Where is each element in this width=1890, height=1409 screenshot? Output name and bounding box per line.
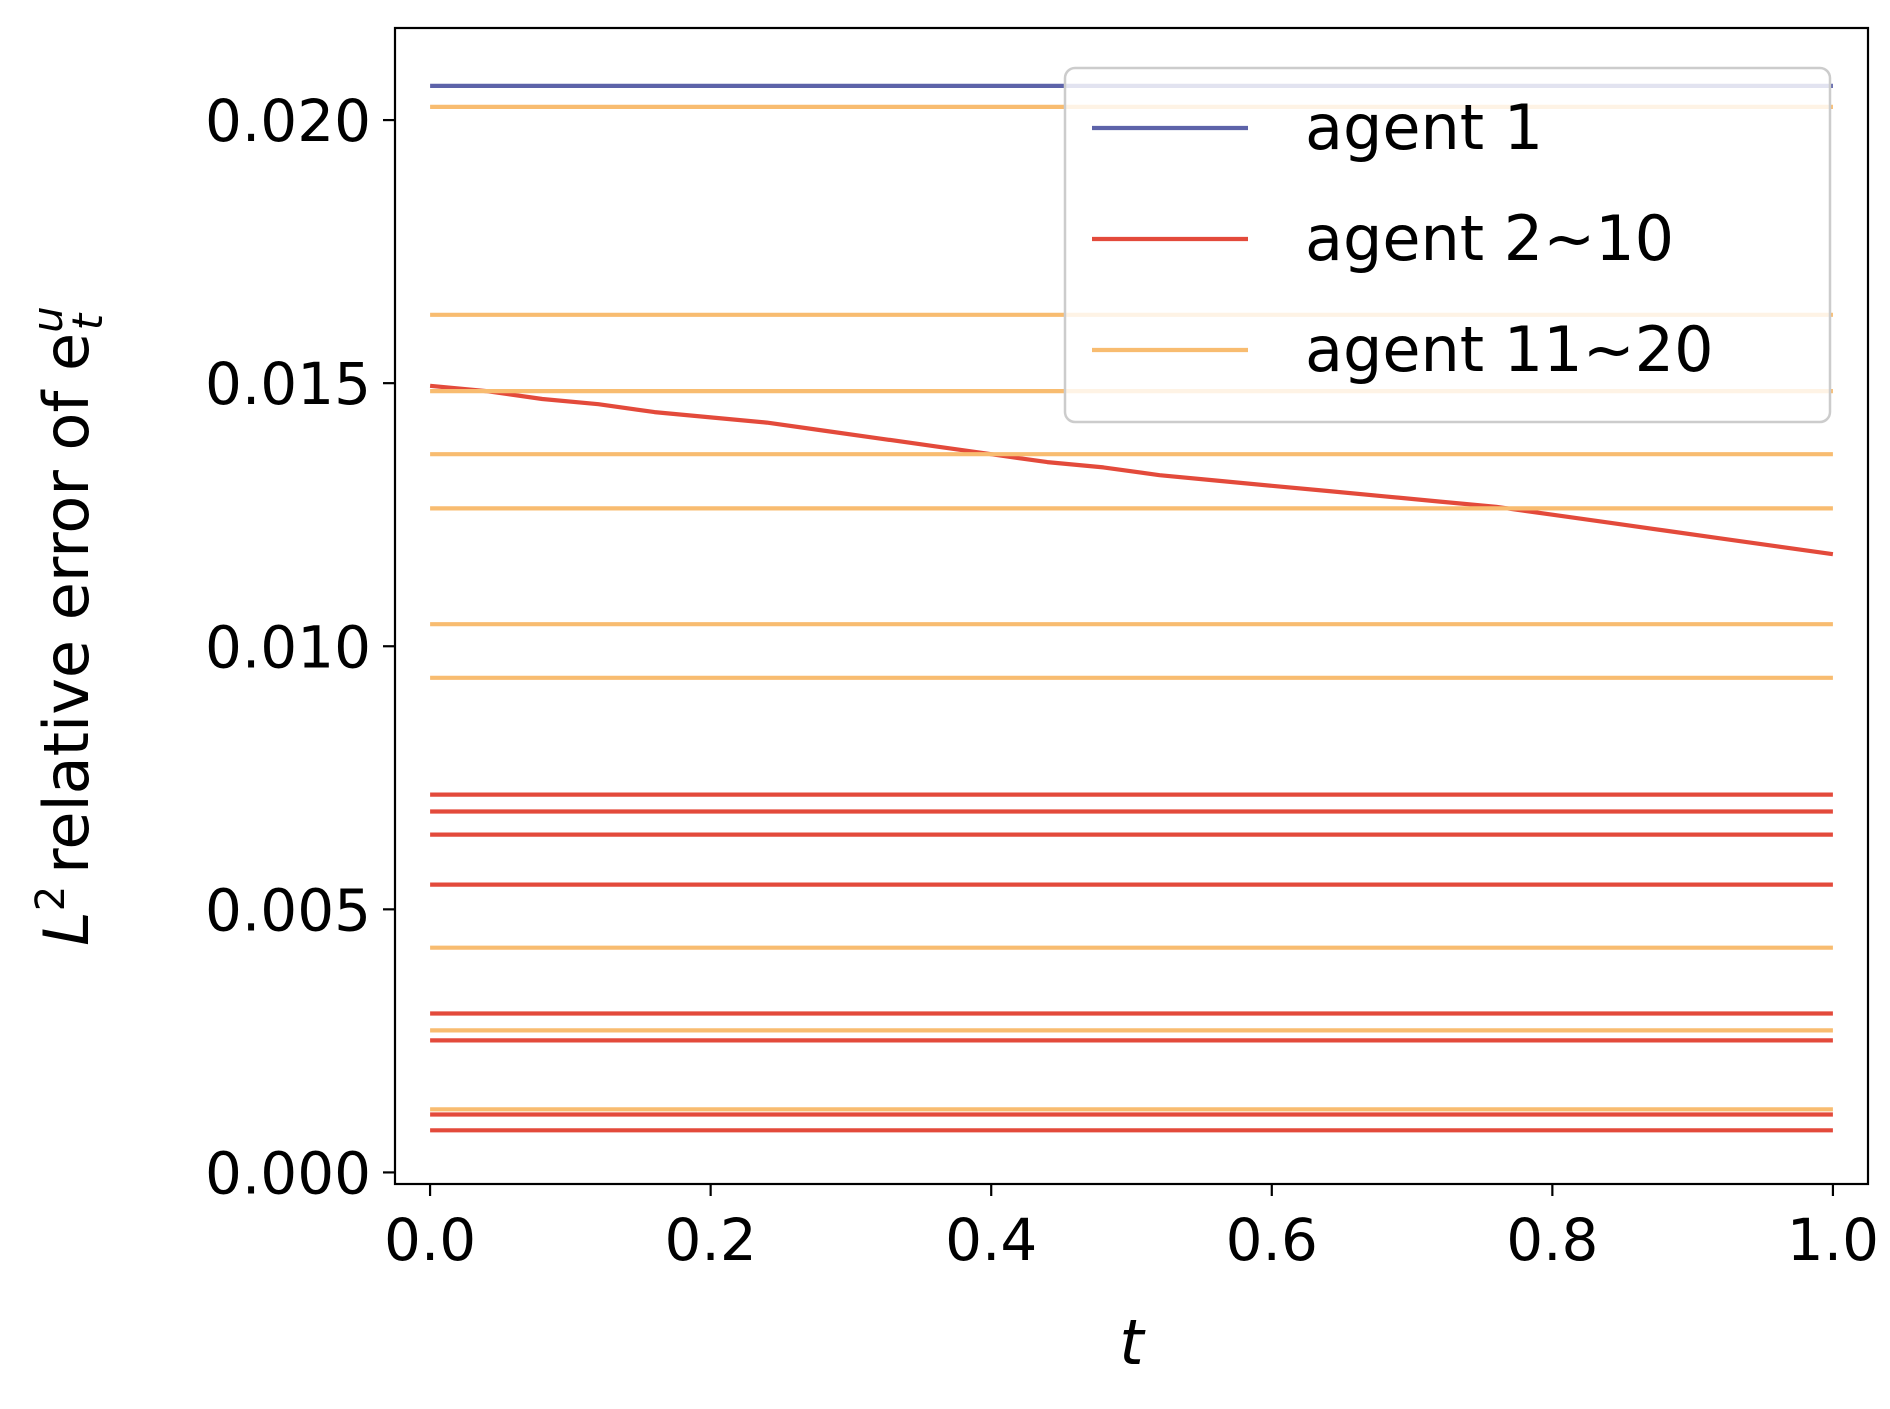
legend: agent 1 agent 2~10 agent 11~20 [1063, 66, 1832, 424]
x-tick-label: 0.2 [665, 1206, 757, 1274]
series-line-2 [429, 383, 1834, 557]
y-tick-label: 0.000 [205, 1139, 371, 1207]
legend-label: agent 2~10 [1305, 202, 1674, 275]
x-tick-label: 0.0 [384, 1206, 476, 1274]
y-axis-label-subscript: t [63, 312, 112, 330]
x-tick-label: 0.8 [1506, 1206, 1598, 1274]
x-axis: 0.0 0.2 0.4 0.6 0.8 1.0 [384, 1184, 1879, 1274]
y-tick-label: 0.015 [205, 350, 371, 418]
legend-box [1063, 66, 1832, 424]
x-tick-label: 0.6 [1226, 1206, 1318, 1274]
x-axis-label: t [1119, 1306, 1146, 1379]
y-axis: 0.000 0.005 0.010 0.015 0.020 [205, 87, 395, 1207]
legend-label: agent 1 [1305, 91, 1543, 164]
y-tick-label: 0.005 [205, 876, 371, 944]
legend-label: agent 11~20 [1305, 313, 1714, 386]
x-tick-label: 0.4 [945, 1206, 1037, 1274]
y-axis-label-main: relative error of e [30, 333, 103, 874]
y-tick-label: 0.010 [205, 613, 371, 681]
y-axis-label-prefix-superscript: 2 [28, 886, 74, 911]
y-axis-label-superscript: u [23, 306, 72, 333]
y-tick-label: 0.020 [205, 87, 371, 155]
legend-items: agent 1 agent 2~10 agent 11~20 [1092, 91, 1714, 386]
y-axis-label-prefix: L [30, 911, 103, 946]
x-tick-label: 1.0 [1787, 1206, 1879, 1274]
y-axis-label: L2 relative error of eut [23, 306, 112, 946]
plot-area-frame [393, 26, 1870, 1186]
